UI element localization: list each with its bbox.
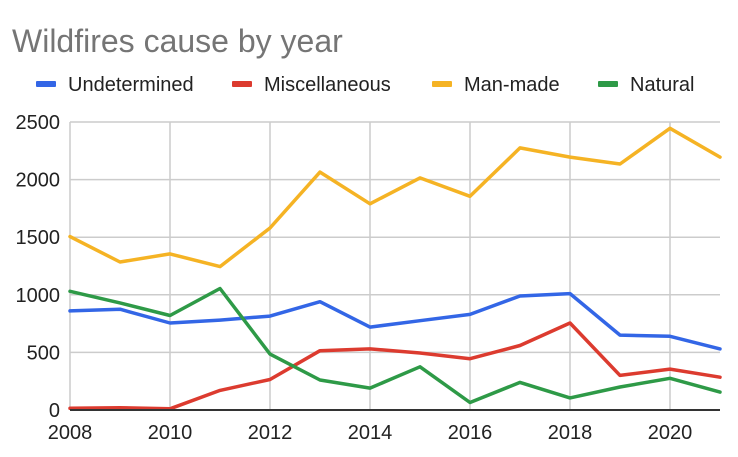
x-tick-label: 2010	[148, 422, 193, 444]
x-tick-label: 2014	[348, 422, 393, 444]
series-line-miscellaneous	[68, 321, 722, 411]
legend-label-undetermined: Undetermined	[68, 74, 194, 96]
legend-swatch-natural	[598, 81, 618, 87]
legend-swatch-undetermined	[36, 81, 56, 87]
x-tick-label: 2016	[448, 422, 493, 444]
axes: 0 500 1000 1500 2000 2500 2008 2010 2012 2014 2016…	[16, 112, 720, 444]
y-tick-label: 1500	[16, 227, 61, 249]
series-line-natural	[68, 286, 722, 405]
y-tick-label: 2000	[16, 170, 61, 192]
x-tick-label: 2008	[48, 422, 93, 444]
grid	[69, 121, 720, 410]
legend-swatch-miscellaneous	[232, 81, 252, 87]
x-tick-label: 2012	[248, 422, 293, 444]
legend-label-man-made: Man-made	[464, 74, 560, 96]
legend-label-natural: Natural	[630, 74, 694, 96]
legend-label-miscellaneous: Miscellaneous	[264, 74, 391, 96]
legend: Undetermined Miscellaneous Man-made Natural	[36, 74, 694, 96]
series-line-man-made	[68, 126, 722, 269]
series-line-undetermined	[68, 291, 722, 351]
series-lines	[68, 126, 722, 411]
y-tick-label: 1000	[16, 285, 61, 307]
legend-swatch-man-made	[432, 81, 452, 87]
y-tick-label: 500	[27, 342, 60, 364]
chart-title: Wildfires cause by year	[12, 23, 343, 59]
x-tick-label: 2018	[548, 422, 593, 444]
y-tick-label: 0	[49, 400, 60, 422]
y-tick-label: 2500	[16, 112, 61, 134]
x-tick-label: 2020	[648, 422, 693, 444]
